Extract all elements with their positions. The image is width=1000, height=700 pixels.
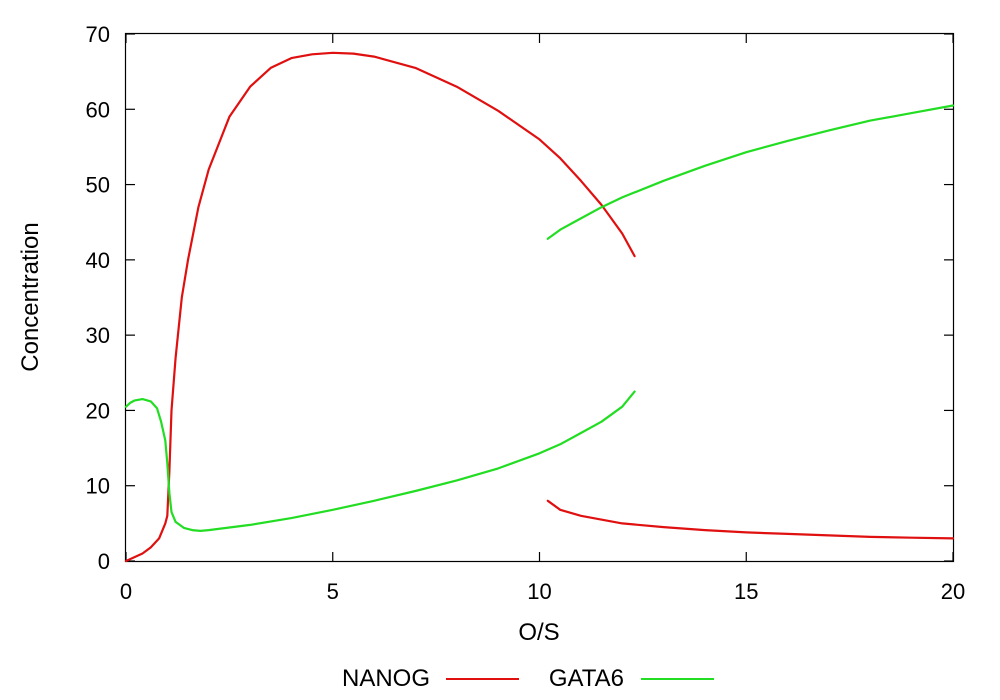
y-tick-label: 20 — [86, 398, 110, 423]
legend-label-gata6: GATA6 — [549, 665, 624, 692]
x-tick-label: 10 — [527, 579, 551, 604]
x-axis-label: O/S — [518, 619, 559, 646]
x-tick-label: 0 — [120, 579, 132, 604]
series-line-gata6-upper — [124, 390, 636, 533]
x-tick-label: 20 — [941, 579, 965, 604]
y-tick-label: 30 — [86, 323, 110, 348]
series-line-nanog-upper — [124, 51, 636, 563]
legend: NANOG GATA6 — [342, 665, 714, 692]
y-tick-label: 70 — [86, 22, 110, 47]
y-tick-label: 0 — [98, 549, 110, 574]
series-line-nanog-lower — [546, 499, 955, 540]
plot-frame — [124, 32, 955, 563]
series-line-gata6-lower — [546, 104, 955, 240]
y-tick-label: 10 — [86, 474, 110, 499]
x-tick-label: 15 — [734, 579, 758, 604]
series-layer — [124, 51, 955, 563]
axis-ticks: 0 5 10 15 20 0 10 20 30 40 50 60 70 — [86, 22, 966, 604]
y-tick-label: 50 — [86, 173, 110, 198]
y-tick-label: 60 — [86, 97, 110, 122]
x-tick-label: 5 — [327, 579, 339, 604]
legend-label-nanog: NANOG — [342, 665, 430, 692]
y-axis-label: Concentration — [17, 222, 44, 371]
y-tick-label: 40 — [86, 248, 110, 273]
